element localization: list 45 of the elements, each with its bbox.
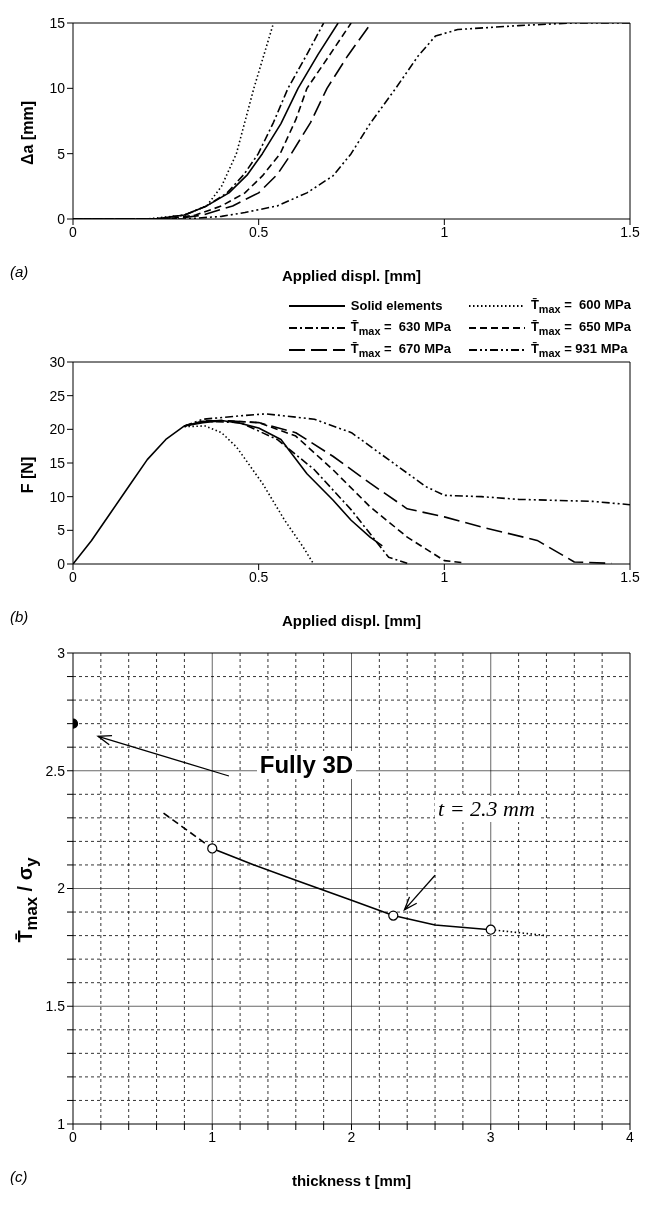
y-tick-label: 10 bbox=[49, 80, 66, 97]
x-tick-label: 0 bbox=[69, 223, 78, 240]
legend-label: T̄$_{max}$ = 670 MPa bbox=[350, 340, 451, 359]
y-axis-title: Δa [mm] bbox=[19, 100, 36, 165]
x-tick-label: 1 bbox=[440, 568, 449, 585]
x-tick-label: 4 bbox=[626, 1128, 635, 1145]
x-tick-label: 1 bbox=[440, 223, 449, 240]
y-tick-label: 25 bbox=[49, 387, 66, 404]
y-tick-label: 10 bbox=[49, 488, 66, 505]
x-tick-label: 3 bbox=[486, 1128, 495, 1145]
y-tick-label: 30 bbox=[49, 353, 66, 370]
annotation: t = 2.3 mm bbox=[438, 795, 535, 821]
y-tick-label: 5 bbox=[57, 522, 66, 539]
y-tick-label: 3 bbox=[57, 644, 66, 661]
x-axis-title: Applied displ. [mm] bbox=[281, 612, 422, 629]
x-tick-label: 1.5 bbox=[620, 568, 640, 585]
y-tick-label: 15 bbox=[49, 14, 66, 31]
y-tick-label: 2.5 bbox=[45, 762, 66, 779]
y-tick-label: 5 bbox=[57, 145, 66, 162]
y-axis-title: F [N] bbox=[19, 456, 36, 493]
y-tick-label: 2 bbox=[57, 880, 66, 897]
x-tick-label: 0.5 bbox=[248, 568, 269, 585]
x-tick-label: 0 bbox=[69, 1128, 78, 1145]
x-axis-title: Applied displ. [mm] bbox=[281, 267, 422, 284]
legend-label: T̄$_{max}$ = 630 MPa bbox=[350, 318, 451, 337]
y-tick-label: 0 bbox=[57, 210, 66, 227]
legend-label: Solid elements bbox=[350, 298, 443, 313]
y-tick-label: 0 bbox=[57, 555, 66, 572]
text: (b) bbox=[10, 608, 29, 625]
annotation: Fully 3D bbox=[259, 751, 354, 779]
y-tick-label: 20 bbox=[49, 421, 66, 438]
y-tick-label: 1.5 bbox=[45, 998, 66, 1015]
legend-label: T̄$_{max}$ = 600 MPa bbox=[530, 296, 631, 315]
text: (a) bbox=[10, 263, 29, 280]
text: (c) bbox=[10, 1168, 28, 1185]
x-tick-label: 1 bbox=[208, 1128, 217, 1145]
y-tick-label: 15 bbox=[49, 454, 66, 471]
x-tick-label: 0.5 bbox=[248, 223, 269, 240]
x-tick-label: 0 bbox=[69, 568, 78, 585]
y-tick-label: 1 bbox=[57, 1115, 66, 1132]
legend-label: T̄$_{max}$ = 650 MPa bbox=[530, 318, 631, 337]
x-axis-title: thickness t [mm] bbox=[291, 1172, 412, 1189]
legend-label: T̄$_{max}$ = 931 MPa bbox=[530, 340, 628, 359]
x-tick-label: 1.5 bbox=[620, 223, 640, 240]
x-tick-label: 2 bbox=[347, 1128, 356, 1145]
